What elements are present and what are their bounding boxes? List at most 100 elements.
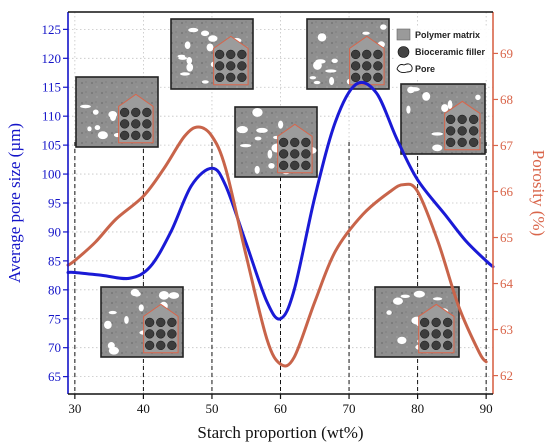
filler-particle [362, 61, 372, 71]
axes: 30 40 50 60 70 80 90 65 70 75 80 85 90 95 100 105 110 115… [5, 11, 548, 442]
x-tick-label: 40 [137, 401, 150, 416]
zoom-region [444, 100, 481, 151]
filler-particle [144, 340, 155, 351]
filler-particle [431, 317, 441, 328]
x-tick-label: 80 [411, 401, 424, 416]
x-tick-label: 50 [205, 401, 218, 416]
filler-particle [119, 107, 130, 118]
micrograph-inset [234, 106, 318, 178]
y-left-tick-label: 80 [48, 282, 61, 297]
pore-shape [97, 131, 108, 140]
filler-particle [469, 126, 479, 136]
filler-particle [362, 72, 372, 83]
pore-shape [252, 107, 263, 117]
legend-symbol-blob [396, 63, 413, 74]
filler-particle [446, 114, 456, 125]
y-right-tick-label: 63 [500, 322, 513, 337]
pore-shape [331, 58, 338, 63]
micrograph-inset [170, 18, 254, 90]
y-right-tick-label: 66 [500, 184, 514, 199]
y-left-tick-label: 120 [42, 51, 62, 66]
porosity-line [66, 125, 488, 368]
y-right-tick-label: 67 [500, 138, 514, 153]
y-axis-right-title: Porosity (%) [529, 150, 548, 236]
pore-shape [268, 162, 275, 169]
pore-shape [309, 76, 317, 80]
y-left-tick-label: 110 [42, 109, 61, 124]
filler-particle [457, 126, 467, 136]
filler-particle [431, 340, 441, 351]
filler-particle [443, 317, 453, 328]
y-left-tick-label: 65 [48, 369, 61, 384]
y-left-tick-label: 100 [42, 167, 62, 182]
filler-particle [373, 72, 383, 83]
zoom-region [349, 35, 385, 86]
filler-particle [237, 72, 247, 83]
filler-particle [443, 340, 453, 351]
y-left-tick-label: 85 [48, 253, 61, 268]
filler-particle [144, 329, 155, 339]
filler-particle [214, 61, 225, 71]
zoom-region [118, 93, 154, 144]
y-left-tick-label: 115 [42, 80, 61, 95]
micrograph-inset [100, 286, 184, 358]
filler-particle [350, 72, 361, 83]
pore-shape [406, 105, 411, 114]
zoom-region [277, 123, 313, 174]
pore-shape [133, 291, 141, 297]
filler-particle [278, 137, 289, 148]
pore-shape [94, 125, 101, 131]
pore-shape [432, 297, 443, 301]
y-right-tick-label: 68 [500, 92, 513, 107]
y-left-tick-label: 75 [48, 311, 61, 326]
filler-particle [119, 119, 130, 129]
x-tick-label: 30 [68, 401, 81, 416]
filler-particle [131, 107, 141, 118]
pore-shape [408, 87, 420, 92]
pore-shape [186, 63, 194, 72]
pore-shape [108, 110, 118, 118]
pore-shape [256, 127, 268, 133]
filler-particle [301, 149, 311, 159]
pore-shape [315, 59, 326, 64]
pore-shape [92, 109, 99, 115]
x-tick-label: 70 [343, 401, 356, 416]
pore-shape [393, 297, 403, 305]
zoom-region [213, 35, 249, 86]
pore-shape [413, 290, 425, 298]
pore-shape [107, 342, 115, 350]
pore-shape [475, 94, 481, 101]
pore-shape [124, 315, 129, 324]
filler-particle [350, 61, 361, 71]
y-left-tick-label: 125 [42, 22, 62, 37]
filler-particle [431, 329, 441, 339]
filler-particle [237, 61, 247, 71]
filler-particle [446, 137, 456, 148]
pore-shape [400, 294, 410, 299]
pore-shape [325, 69, 337, 73]
filler-particle [290, 160, 300, 171]
filler-particle [278, 149, 289, 159]
filler-particle [301, 160, 311, 171]
filler-particle [156, 317, 166, 328]
zoom-region [143, 303, 179, 354]
pore-shape [168, 292, 180, 299]
x-axis-title: Starch proportion (wt%) [197, 423, 363, 442]
filler-particle [119, 130, 130, 141]
filler-particle [214, 49, 225, 60]
pore-shape [317, 33, 327, 42]
pore-shape [397, 336, 407, 345]
pore-shape [254, 165, 260, 174]
data-series [66, 80, 495, 368]
filler-particle [290, 149, 300, 159]
legend-symbol-square [396, 28, 411, 41]
filler-particle [167, 317, 177, 328]
pore-shape [184, 41, 191, 50]
filler-particle [469, 137, 479, 148]
y-left-tick-label: 70 [48, 340, 61, 355]
filler-particle [290, 137, 300, 148]
filler-particle [443, 329, 453, 339]
legend-label: Polymer matrix [415, 30, 480, 40]
y-left-tick-label: 90 [48, 224, 61, 239]
pore-shape [138, 304, 144, 312]
